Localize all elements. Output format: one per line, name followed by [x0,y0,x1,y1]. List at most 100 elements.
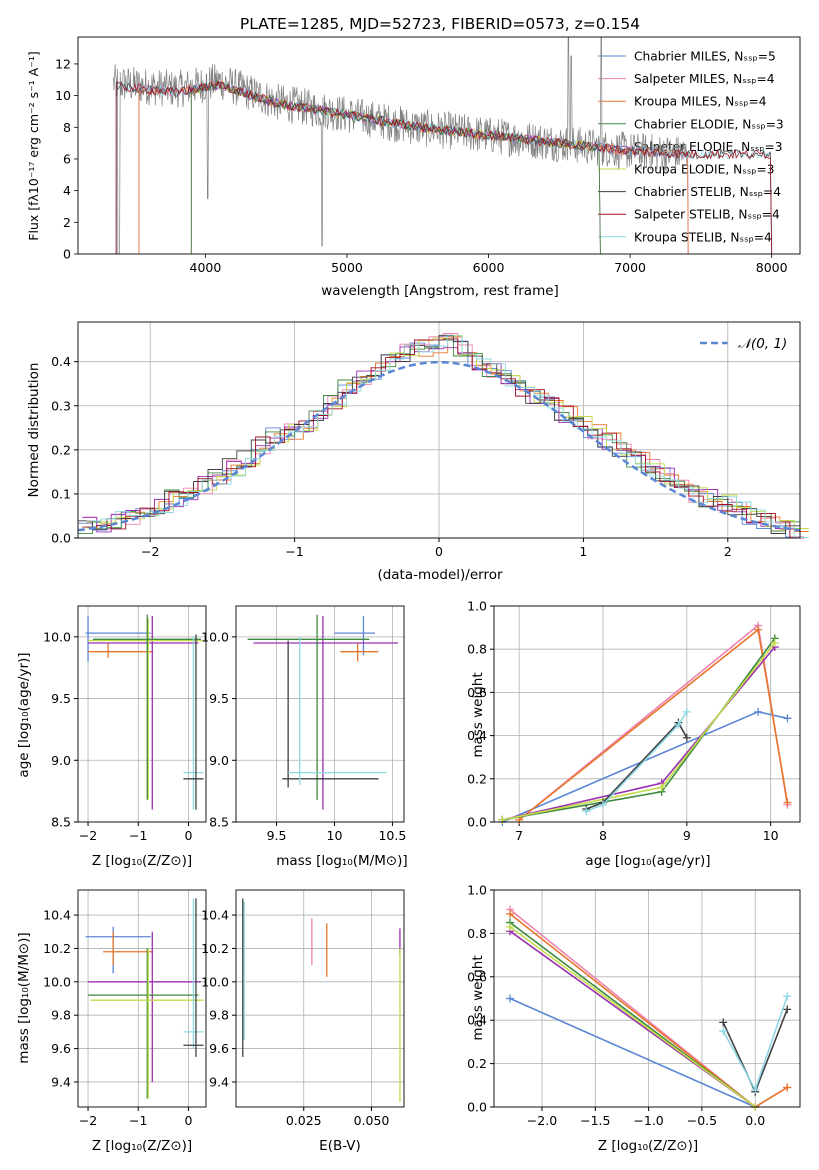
massweight-point-chabrier_stelib [719,1018,728,1027]
massweight-line-chabrier_stelib [585,721,688,810]
y-tick-label: 10.0 [43,974,71,989]
y-tick-label: 0.8 [467,926,487,941]
y-tick-label: 0.0 [467,1100,487,1115]
axes-frame [77,889,207,1108]
y-tick-label: 9.6 [51,1041,71,1056]
x-tick-label: 6000 [473,260,505,275]
x-tick-label: −0.5 [687,1113,717,1128]
massweight-point-kroupa_stelib [598,800,607,809]
spectrum-legend: Chabrier MILES, Nₛₛₚ=5 Salpeter MILES, Nₛ… [598,50,784,244]
y-tick-label: 0.0 [51,531,71,546]
x-tick-label: −2.0 [527,1113,557,1128]
x-tick-label: 8000 [756,260,788,275]
y-tick-label: 10 [55,88,71,103]
y-tick-label: 9.0 [51,753,71,768]
y-tick-label: 9.8 [51,1008,71,1023]
massweight-age-ylabel: mass weight [470,672,486,757]
y-tick-label: 0.1 [51,486,71,501]
y-tick-label: 0.4 [467,728,487,743]
residuals-xlabel: (data-model)/error [377,567,503,583]
y-tick-label: 4 [63,183,71,198]
y-tick-label: 10.2 [43,941,71,956]
massweight-point-chabrier_stelib [682,733,691,742]
y-tick-label: 0.8 [467,642,487,657]
y-tick-label: 0.0 [467,815,487,830]
massweight-point-kroupa_miles [783,1083,792,1092]
y-tick-label: 10.4 [43,908,71,923]
massweight-point-chabrier_stelib [783,1005,792,1014]
y-tick-label: 10.2 [201,941,229,956]
y-tick-label: 1.0 [467,883,487,898]
y-tick-label: 9.6 [209,1041,229,1056]
x-tick-label: −2 [79,1113,97,1128]
axes-frame [235,605,405,823]
massweight-point-kroupa_stelib [682,707,691,716]
x-tick-label: −2 [141,544,159,559]
x-tick-label: −1.0 [633,1113,663,1128]
massweight-point-kroupa_elodie [505,922,514,931]
x-tick-label: −1 [129,828,147,843]
massweight-point-kroupa_stelib [751,1085,760,1094]
x-tick-label: −1.5 [580,1113,610,1128]
x-tick-label: −1 [285,544,303,559]
axes-frame [493,889,801,1108]
y-tick-label: 8.5 [209,815,229,830]
spectrum-xlabel: wavelength [Angstrom, rest frame] [321,283,559,299]
x-tick-label: 0.050 [354,1113,390,1128]
legend-label-chabrier_miles: Chabrier MILES, Nₛₛₚ=5 [634,50,776,64]
model-spectrum-salpeter_stelib [115,79,773,254]
residuals-ylabel: Normed distribution [26,363,42,498]
legend-label-salpeter_stelib: Salpeter STELIB, Nₛₛₚ=4 [634,208,780,222]
y-tick-label: 1.0 [467,599,487,614]
x-tick-label: −2 [79,828,97,843]
age-vs-mass-xlabel: mass [log₁₀(M/M⊙)] [276,853,407,869]
massweight-line-kroupa_elodie [509,926,756,1108]
residuals-panel: (data-model)/error Normed distribution 𝒩… [26,336,787,583]
mass-vs-z-xlabel: Z [log₁₀(Z/Z⊙)] [92,1138,192,1154]
histogram-kroupa_stelib [86,335,809,538]
axes-frame [77,36,801,255]
y-tick-label: 0.2 [51,442,71,457]
x-tick-label: 9 [683,828,691,843]
legend-label-kroupa_stelib: Kroupa STELIB, Nₛₛₚ=4 [634,230,772,244]
y-tick-label: 2 [63,215,71,230]
massweight-line-chabrier_miles [509,997,756,1108]
y-tick-label: 8 [63,120,71,135]
legend-label-chabrier_elodie: Chabrier ELODIE, Nₛₛₚ=3 [634,117,784,131]
massweight-point-kroupa_miles [505,909,514,918]
mass_vs_ebv-axes: 0.025 0.050 9.4 9.6 9.8 10.0 10.2 10.4 [201,890,404,1128]
age-vs-z-ylabel: age [log₁₀(age/yr)] [16,652,32,777]
massweight-z-xlabel: Z [log₁₀(Z/Z⊙)] [598,1138,698,1154]
spectrum-title: PLATE=1285, MJD=52723, FIBERID=0573, z=0… [240,15,640,33]
y-tick-label: 9.5 [51,691,71,706]
y-tick-label: 0.6 [467,969,487,984]
x-tick-label: 10 [763,828,779,843]
y-tick-label: 0.6 [467,685,487,700]
y-tick-label: 10.0 [201,974,229,989]
massweight-point-kroupa_stelib [783,992,792,1001]
legend-label-kroupa_miles: Kroupa MILES, Nₛₛₚ=4 [634,95,767,109]
x-tick-label: 9.5 [267,828,287,843]
massweight-point-chabrier_miles [505,994,514,1003]
y-tick-label: 0.3 [51,398,71,413]
gaussian-legend-label: 𝒩(0, 1) [738,336,787,352]
y-tick-label: 0.2 [467,1056,487,1071]
massweight-point-kroupa_stelib [674,720,683,729]
age-vs-z-xlabel: Z [log₁₀(Z/Z⊙)] [92,853,192,869]
spectrum-ylabel: Flux [fλ10⁻¹⁷ erg cm⁻² s⁻¹ A⁻¹] [26,51,41,240]
y-tick-label: 12 [55,56,71,71]
massweight-point-chabrier_miles [783,714,792,723]
histogram-salpeter_stelib [82,338,805,539]
y-tick-label: 8.5 [51,815,71,830]
gaussian-curve [77,360,801,532]
y-tick-label: 10.4 [201,908,229,923]
y-tick-label: 0.4 [51,354,71,369]
x-tick-label: 5000 [331,260,363,275]
y-tick-label: 10.0 [43,629,71,644]
x-tick-label: 0.025 [286,1113,322,1128]
x-tick-label: 7000 [614,260,646,275]
x-tick-label: 10 [327,828,343,843]
x-tick-label: 2 [724,544,732,559]
massweight-point-kroupa_stelib [719,1027,728,1036]
massweight-point-kroupa_elodie [770,638,779,647]
